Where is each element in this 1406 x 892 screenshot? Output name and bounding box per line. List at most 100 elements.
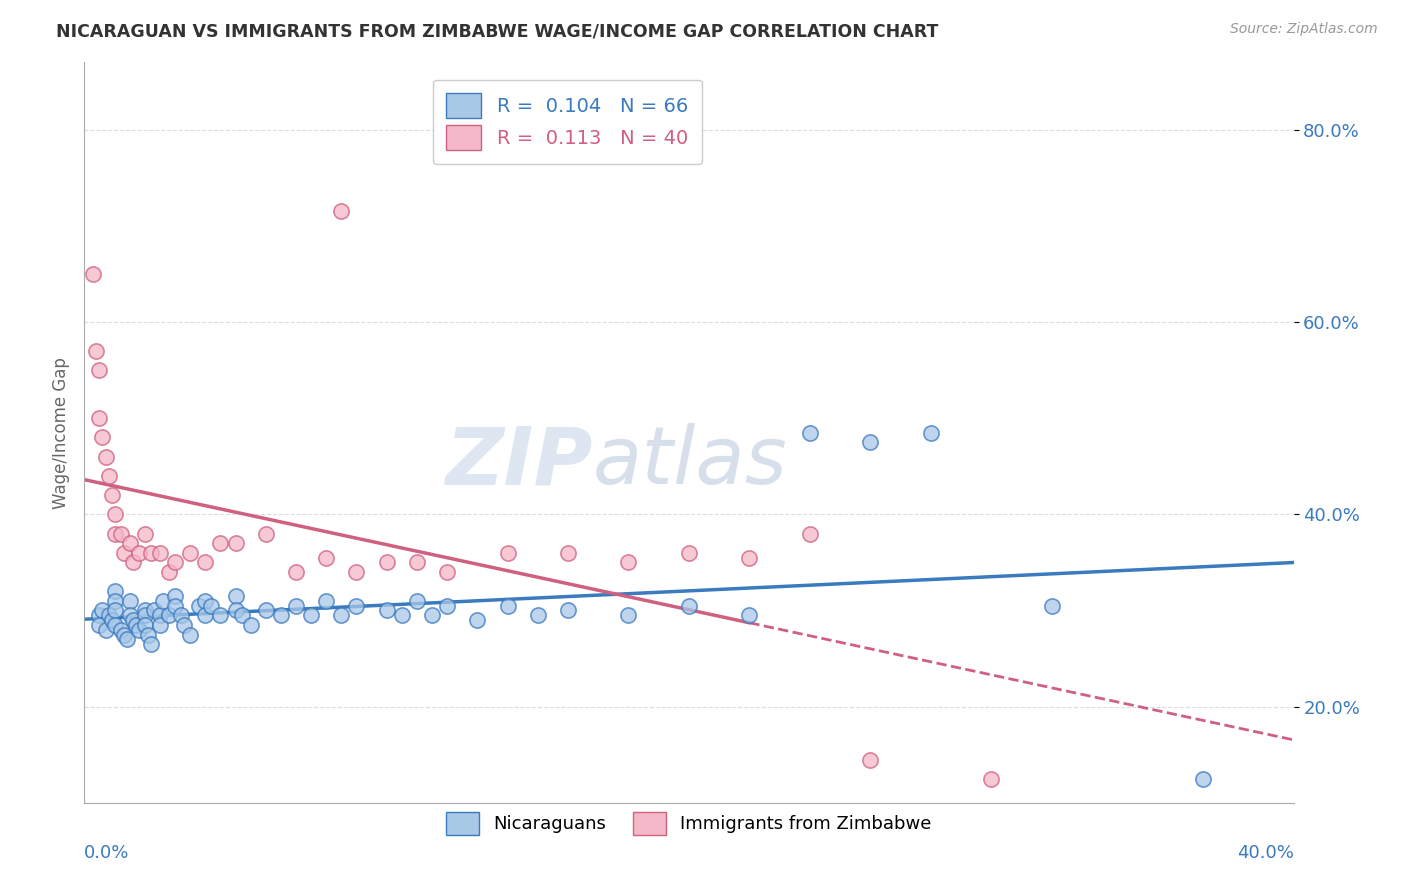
Point (139, 637, 162, 651)
Point (738, 550, 761, 565)
Point (104, 584, 127, 599)
Point (134, 603, 156, 617)
Point (346, 565, 368, 579)
Point (496, 599, 519, 613)
Point (527, 608, 550, 623)
Point (134, 618, 156, 632)
Point (118, 608, 141, 623)
Point (285, 565, 308, 579)
Point (738, 608, 761, 623)
Point (209, 608, 232, 623)
Point (375, 556, 398, 570)
Point (270, 608, 292, 623)
Text: atlas: atlas (592, 423, 787, 501)
Point (231, 608, 253, 623)
Point (91, 430, 114, 444)
Point (254, 603, 277, 617)
Point (194, 556, 217, 570)
Text: 40.0%: 40.0% (1237, 844, 1294, 862)
Point (157, 565, 180, 579)
Point (121, 613, 143, 627)
Point (1192, 772, 1215, 786)
Point (149, 618, 172, 632)
Point (859, 752, 882, 766)
Point (134, 526, 156, 541)
Point (179, 627, 201, 641)
Point (375, 603, 398, 617)
Point (86, 343, 108, 358)
Point (134, 608, 156, 623)
Point (330, 608, 353, 623)
Point (225, 589, 247, 603)
Point (420, 608, 443, 623)
Point (920, 425, 942, 440)
Point (112, 627, 135, 641)
Point (200, 599, 222, 613)
Point (188, 599, 211, 613)
Point (859, 435, 882, 450)
Point (617, 556, 640, 570)
Point (315, 594, 337, 608)
Point (330, 204, 353, 219)
Text: NICARAGUAN VS IMMIGRANTS FROM ZIMBABWE WAGE/INCOME GAP CORRELATION CHART: NICARAGUAN VS IMMIGRANTS FROM ZIMBABWE W… (56, 22, 939, 40)
Point (118, 594, 141, 608)
Point (89, 411, 111, 425)
Point (100, 613, 122, 627)
Point (82, 267, 104, 281)
Point (94, 623, 117, 637)
Point (436, 599, 458, 613)
Point (557, 546, 579, 560)
Point (115, 632, 138, 647)
Point (980, 772, 1002, 786)
Point (97, 469, 120, 483)
Point (94, 450, 117, 464)
Point (225, 603, 247, 617)
Point (391, 608, 413, 623)
Point (225, 536, 247, 550)
Point (139, 546, 162, 560)
Point (89, 363, 111, 377)
Point (165, 589, 187, 603)
Point (91, 603, 114, 617)
Point (496, 546, 519, 560)
Point (152, 594, 174, 608)
Point (112, 546, 135, 560)
Text: ZIP: ZIP (444, 423, 592, 501)
Point (299, 608, 322, 623)
Point (100, 488, 122, 502)
Point (104, 603, 127, 617)
Point (254, 526, 277, 541)
Point (89, 608, 111, 623)
Point (170, 608, 193, 623)
Point (110, 623, 132, 637)
Point (118, 536, 141, 550)
Point (149, 546, 172, 560)
Point (617, 608, 640, 623)
Point (436, 565, 458, 579)
Point (194, 594, 217, 608)
Point (179, 546, 201, 560)
Point (239, 618, 262, 632)
Point (128, 546, 150, 560)
Legend: Nicaraguans, Immigrants from Zimbabwe: Nicaraguans, Immigrants from Zimbabwe (436, 801, 942, 846)
Point (89, 618, 111, 632)
Point (173, 618, 195, 632)
Point (149, 608, 172, 623)
Point (678, 599, 700, 613)
Point (315, 550, 337, 565)
Point (678, 546, 700, 560)
Point (97, 608, 120, 623)
Point (136, 627, 159, 641)
Point (209, 536, 232, 550)
Point (799, 526, 821, 541)
Point (165, 556, 187, 570)
Point (142, 603, 165, 617)
Point (346, 599, 368, 613)
Point (165, 599, 187, 613)
Point (157, 608, 180, 623)
Point (125, 618, 148, 632)
Point (799, 425, 821, 440)
Text: 0.0%: 0.0% (84, 844, 129, 862)
Point (285, 599, 308, 613)
Point (557, 603, 579, 617)
